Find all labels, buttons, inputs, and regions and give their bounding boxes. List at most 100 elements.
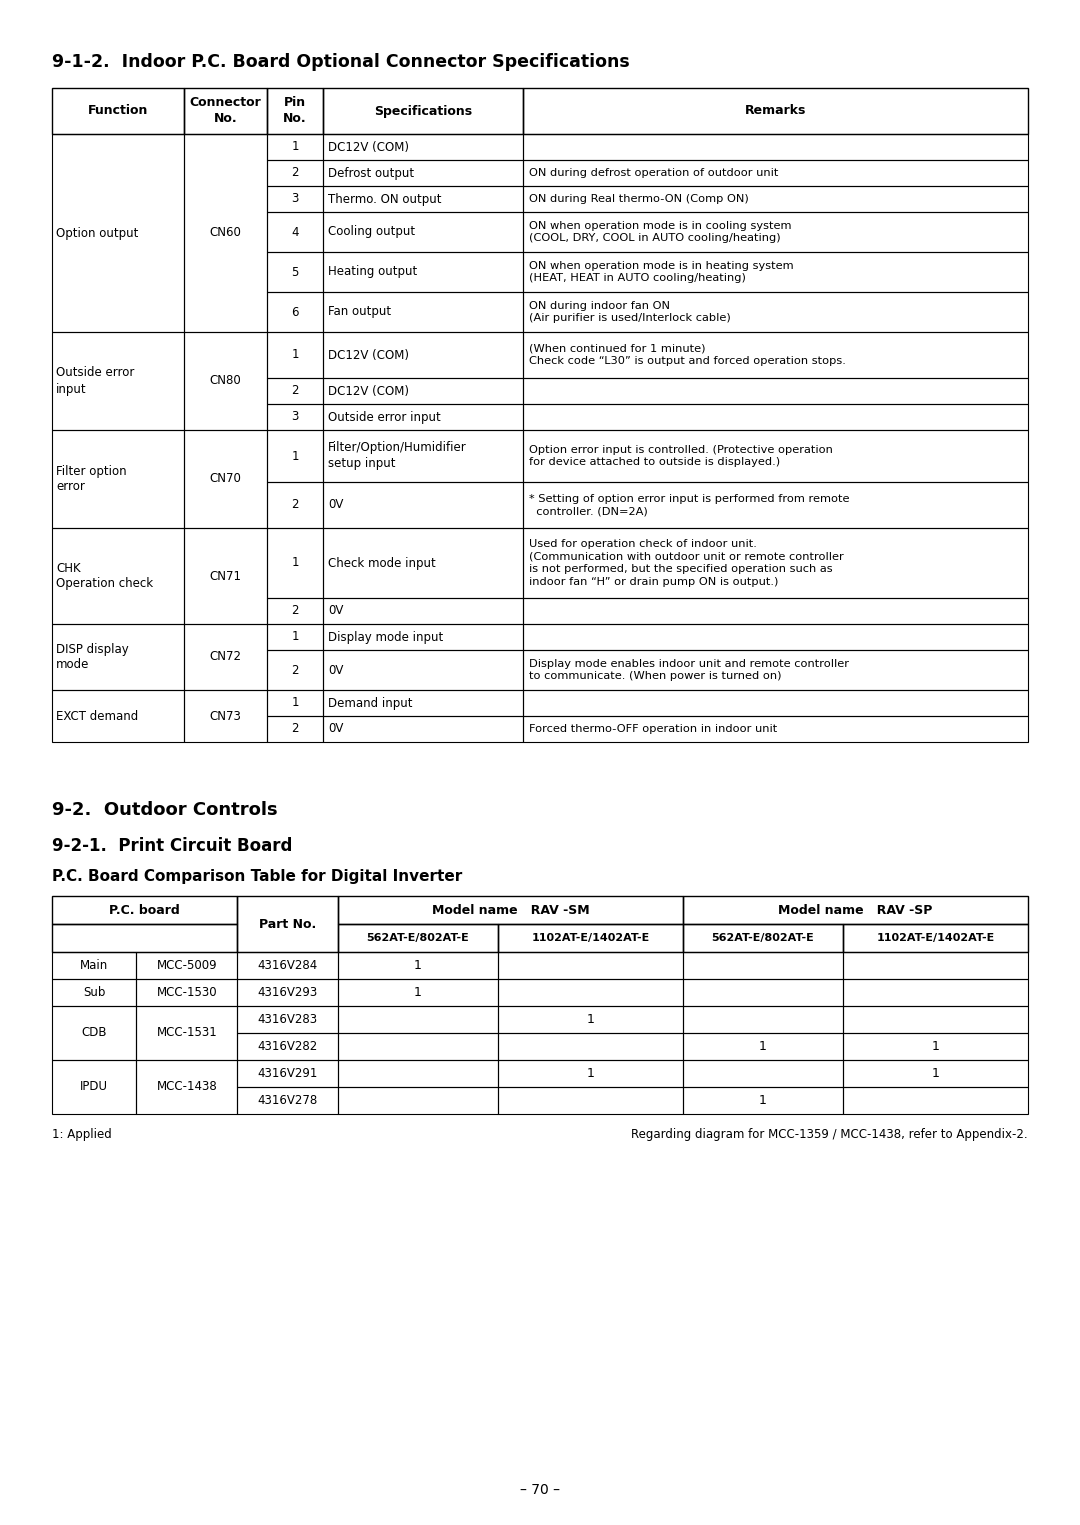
Bar: [524, 404, 1028, 430]
Text: 5: 5: [292, 265, 299, 279]
Bar: [136, 952, 238, 979]
Text: MCC-1531: MCC-1531: [157, 1026, 217, 1040]
Text: 9-2.  Outdoor Controls: 9-2. Outdoor Controls: [52, 801, 278, 819]
Text: 1: Applied: 1: Applied: [52, 1128, 111, 1141]
Text: Check mode input: Check mode input: [328, 557, 436, 569]
Bar: [52, 897, 238, 924]
Bar: [524, 430, 1028, 482]
Text: 4316V278: 4316V278: [258, 1093, 318, 1107]
Text: ON when operation mode is in cooling system
(COOL, DRY, COOL in AUTO cooling/hea: ON when operation mode is in cooling sys…: [529, 221, 792, 242]
Text: Regarding diagram for MCC-1359 / MCC-1438, refer to Appendix-2.: Regarding diagram for MCC-1359 / MCC-143…: [632, 1128, 1028, 1141]
Bar: [323, 482, 524, 528]
Bar: [238, 979, 338, 1007]
Bar: [684, 924, 842, 952]
Bar: [323, 624, 524, 650]
Text: 2: 2: [292, 723, 299, 735]
Bar: [267, 598, 323, 624]
Bar: [338, 979, 498, 1007]
Text: 0V: 0V: [328, 604, 343, 618]
Bar: [238, 1006, 338, 1032]
Bar: [52, 924, 238, 952]
Text: ON during defrost operation of outdoor unit: ON during defrost operation of outdoor u…: [529, 168, 779, 178]
Text: 4316V284: 4316V284: [258, 959, 318, 971]
Bar: [684, 1032, 842, 1060]
Bar: [323, 160, 524, 186]
Bar: [238, 952, 338, 979]
Bar: [524, 378, 1028, 404]
Text: Defrost output: Defrost output: [328, 166, 415, 180]
Text: Connector
No.: Connector No.: [189, 96, 261, 125]
Text: 4: 4: [292, 226, 299, 238]
Bar: [524, 186, 1028, 212]
Text: 2: 2: [292, 604, 299, 618]
Bar: [338, 1087, 498, 1113]
Text: 2: 2: [292, 663, 299, 677]
Bar: [267, 212, 323, 252]
Text: 0V: 0V: [328, 723, 343, 735]
Bar: [684, 1060, 842, 1087]
Bar: [136, 979, 238, 1007]
Bar: [184, 88, 267, 134]
Bar: [524, 528, 1028, 598]
Bar: [267, 332, 323, 378]
Bar: [267, 404, 323, 430]
Text: Function: Function: [87, 105, 148, 117]
Bar: [52, 624, 184, 689]
Text: 4316V293: 4316V293: [258, 987, 318, 999]
Bar: [184, 528, 267, 624]
Bar: [184, 624, 267, 689]
Text: 4316V291: 4316V291: [257, 1068, 318, 1080]
Bar: [684, 1087, 842, 1113]
Text: CN72: CN72: [210, 651, 241, 663]
Text: DC12V (COM): DC12V (COM): [328, 349, 409, 361]
Bar: [238, 897, 338, 952]
Text: IPDU: IPDU: [80, 1081, 108, 1093]
Bar: [524, 134, 1028, 160]
Text: Forced thermo-OFF operation in indoor unit: Forced thermo-OFF operation in indoor un…: [529, 724, 778, 734]
Bar: [498, 1060, 684, 1087]
Bar: [498, 1032, 684, 1060]
Bar: [267, 528, 323, 598]
Bar: [52, 332, 184, 430]
Text: (When continued for 1 minute)
Check code “L30” is output and forced operation st: (When continued for 1 minute) Check code…: [529, 343, 847, 366]
Bar: [267, 689, 323, 717]
Bar: [323, 378, 524, 404]
Bar: [184, 332, 267, 430]
Bar: [323, 252, 524, 291]
Bar: [338, 1032, 498, 1060]
Text: Used for operation check of indoor unit.
(Communication with outdoor unit or rem: Used for operation check of indoor unit.…: [529, 540, 845, 587]
Bar: [842, 1006, 1028, 1032]
Text: Option error input is controlled. (Protective operation
for device attached to o: Option error input is controlled. (Prote…: [529, 445, 834, 467]
Text: Specifications: Specifications: [375, 105, 472, 117]
Bar: [842, 979, 1028, 1007]
Bar: [267, 88, 323, 134]
Bar: [323, 404, 524, 430]
Bar: [524, 88, 1028, 134]
Bar: [238, 1087, 338, 1113]
Bar: [684, 1006, 842, 1032]
Text: 1: 1: [292, 630, 299, 644]
Text: 1: 1: [292, 697, 299, 709]
Bar: [338, 1060, 498, 1087]
Bar: [323, 186, 524, 212]
Text: 1: 1: [931, 1068, 940, 1080]
Bar: [524, 212, 1028, 252]
Bar: [267, 291, 323, 332]
Text: 2: 2: [292, 384, 299, 398]
Bar: [52, 430, 184, 528]
Text: 1: 1: [292, 450, 299, 462]
Bar: [267, 186, 323, 212]
Text: 1: 1: [292, 557, 299, 569]
Text: 3: 3: [292, 410, 299, 424]
Bar: [267, 482, 323, 528]
Text: CN60: CN60: [210, 227, 241, 239]
Bar: [323, 689, 524, 717]
Bar: [524, 160, 1028, 186]
Bar: [323, 717, 524, 743]
Text: ON during indoor fan ON
(Air purifier is used/Interlock cable): ON during indoor fan ON (Air purifier is…: [529, 300, 731, 323]
Bar: [136, 1006, 238, 1060]
Text: 1: 1: [759, 1093, 767, 1107]
Bar: [842, 952, 1028, 979]
Bar: [524, 650, 1028, 689]
Text: Part No.: Part No.: [259, 918, 316, 930]
